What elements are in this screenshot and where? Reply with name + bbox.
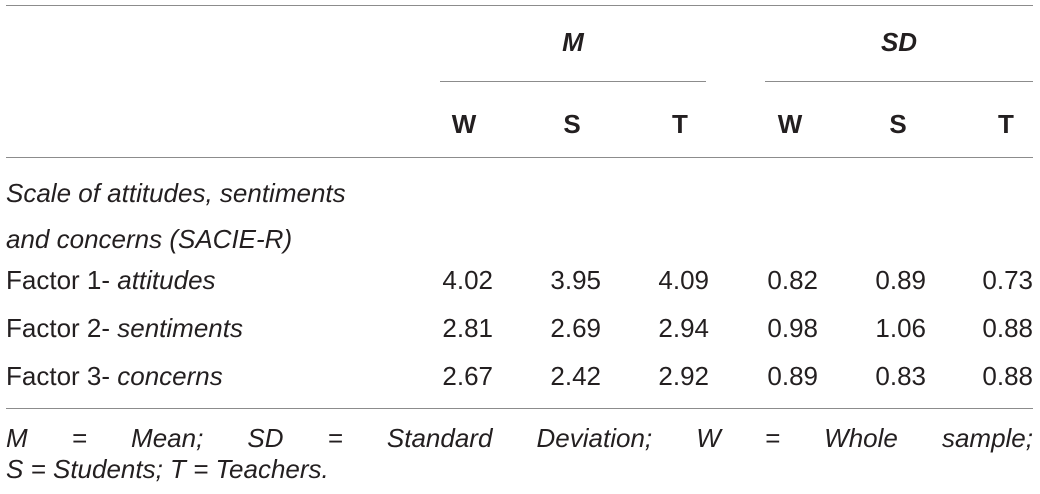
footnote-line-2: S = Students; T = Teachers.	[6, 454, 329, 484]
section-label-line-2: and concerns (SACIE-R)	[6, 224, 293, 254]
col-header-m-s: S	[563, 109, 581, 139]
table-cell: 2.42	[550, 361, 601, 391]
table-cell: 1.06	[875, 313, 926, 343]
sd-group-underline	[765, 81, 1033, 82]
table-cell: 2.69	[550, 313, 601, 343]
col-header-m-t: T	[672, 109, 688, 139]
table-cell: 2.67	[442, 361, 493, 391]
bottom-rule	[6, 408, 1033, 409]
m-group-underline	[440, 81, 706, 82]
col-header-sd-t: T	[998, 109, 1014, 139]
group-header-m: M	[562, 27, 584, 57]
row-label-term: sentiments	[117, 313, 243, 343]
table-cell: 0.88	[982, 361, 1033, 391]
row-label-prefix: Factor 2-	[6, 313, 118, 343]
col-header-sd-s: S	[889, 109, 907, 139]
footnote-line-1: M = Mean; SD = Standard Deviation; W = W…	[6, 423, 1033, 453]
table-cell: 0.82	[767, 265, 818, 295]
row-label-term: attitudes	[117, 265, 216, 295]
col-header-sd-w: W	[777, 109, 803, 139]
table-cell: 4.09	[658, 265, 709, 295]
section-label: Scale of attitudes, sentiments and conce…	[6, 170, 346, 262]
header-rule	[6, 157, 1033, 158]
table-cell: 4.02	[442, 265, 493, 295]
table-cell: 3.95	[550, 265, 601, 295]
table-footnote: M = Mean; SD = Standard Deviation; W = W…	[6, 423, 1033, 485]
table-cell: 0.73	[982, 265, 1033, 295]
row-label: Factor 3- concerns	[6, 361, 223, 391]
row-label-term: concerns	[117, 361, 223, 391]
group-header-sd: SD	[880, 27, 918, 57]
top-rule	[6, 5, 1033, 6]
col-header-m-w: W	[451, 109, 477, 139]
table-cell: 0.98	[767, 313, 818, 343]
table-cell: 2.94	[658, 313, 709, 343]
table-cell: 2.81	[442, 313, 493, 343]
table-cell: 0.89	[767, 361, 818, 391]
table-cell: 2.92	[658, 361, 709, 391]
table-cell: 0.88	[982, 313, 1033, 343]
row-label: Factor 1- attitudes	[6, 265, 216, 295]
row-label: Factor 2- sentiments	[6, 313, 243, 343]
section-label-line-1: Scale of attitudes, sentiments	[6, 178, 346, 208]
table-cell: 0.83	[875, 361, 926, 391]
table-cell: 0.89	[875, 265, 926, 295]
row-label-prefix: Factor 3-	[6, 361, 118, 391]
row-label-prefix: Factor 1-	[6, 265, 118, 295]
